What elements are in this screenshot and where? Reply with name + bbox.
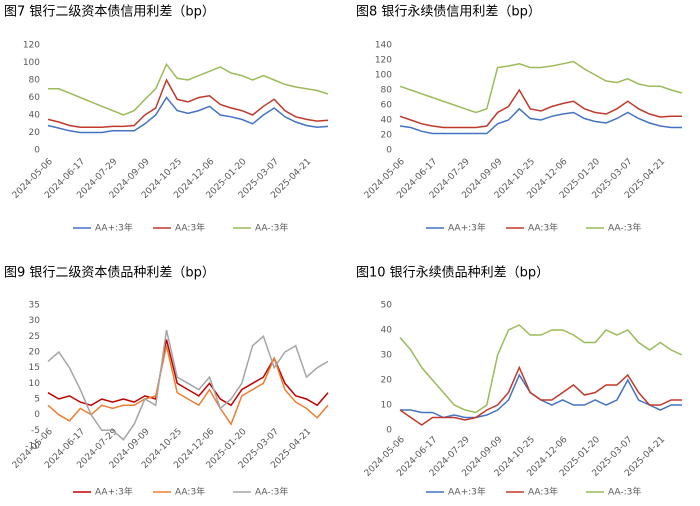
series-line (399, 60, 683, 114)
y-tick-label: 100 (23, 58, 40, 68)
y-tick-label: 20 (381, 131, 393, 141)
series-line (47, 339, 329, 407)
legend-label: AA+:3年 (95, 486, 133, 498)
y-tick-label: 120 (23, 41, 40, 51)
legend-label: AA-:3年 (255, 222, 288, 234)
legend-label: AA:3年 (175, 222, 205, 234)
y-tick-label: 10 (29, 379, 41, 389)
y-tick-label: 140 (375, 41, 392, 51)
chart-title: 图8 银行永续债信用利差（bp） (356, 5, 541, 20)
y-tick-label: 50 (381, 301, 393, 311)
y-tick-label: 20 (381, 376, 393, 386)
y-tick-label: 0 (386, 146, 392, 156)
y-tick-label: 15 (29, 363, 40, 373)
y-tick-label: 35 (29, 301, 40, 311)
series-line (400, 373, 682, 419)
chart-title: 图10 银行永续债品种利差（bp） (356, 266, 549, 281)
y-tick-label: 120 (375, 56, 392, 66)
legend-label: AA:3年 (528, 486, 558, 498)
y-tick-label: 40 (381, 326, 393, 336)
y-tick-label: 0 (34, 410, 40, 420)
legend-label: AA-:3年 (608, 222, 641, 234)
y-tick-label: 10 (381, 401, 393, 411)
legend-label: AA+:3年 (448, 486, 486, 498)
legend-label: AA:3年 (175, 486, 205, 498)
series-line (399, 324, 683, 414)
series-line (399, 107, 682, 135)
series-line (47, 329, 329, 441)
y-tick-label: 80 (381, 86, 393, 96)
y-tick-label: 0 (34, 146, 40, 156)
legend-label: AA+:3年 (95, 222, 133, 234)
legend-label: AA:3年 (528, 222, 558, 234)
y-tick-label: 20 (29, 128, 41, 138)
chart-title: 图9 银行二级资本债品种利差（bp） (4, 266, 215, 281)
series-line (48, 62, 329, 116)
y-tick-label: 5 (34, 395, 40, 405)
y-tick-label: 40 (381, 116, 393, 126)
series-line (47, 345, 329, 426)
y-tick-label: 30 (29, 316, 41, 326)
y-tick-label: 40 (29, 111, 41, 121)
series-line (47, 96, 329, 134)
y-tick-label: 60 (381, 101, 393, 111)
y-tick-label: 80 (29, 76, 41, 86)
y-tick-label: 0 (386, 426, 392, 436)
legend-label: AA+:3年 (448, 222, 486, 234)
y-tick-label: 25 (29, 332, 40, 342)
y-tick-label: -10 (25, 442, 40, 452)
legend-label: AA-:3年 (608, 486, 641, 498)
y-tick-label: -5 (31, 426, 40, 436)
series-line (47, 78, 329, 129)
y-tick-label: 20 (29, 348, 41, 358)
y-tick-label: 60 (29, 93, 41, 103)
legend-label: AA-:3年 (255, 486, 288, 498)
y-tick-label: 100 (375, 71, 392, 81)
series-line (399, 365, 682, 426)
y-tick-label: 30 (381, 351, 393, 361)
chart-title: 图7 银行二级资本债信用利差（bp） (4, 5, 215, 20)
series-line (399, 88, 682, 129)
